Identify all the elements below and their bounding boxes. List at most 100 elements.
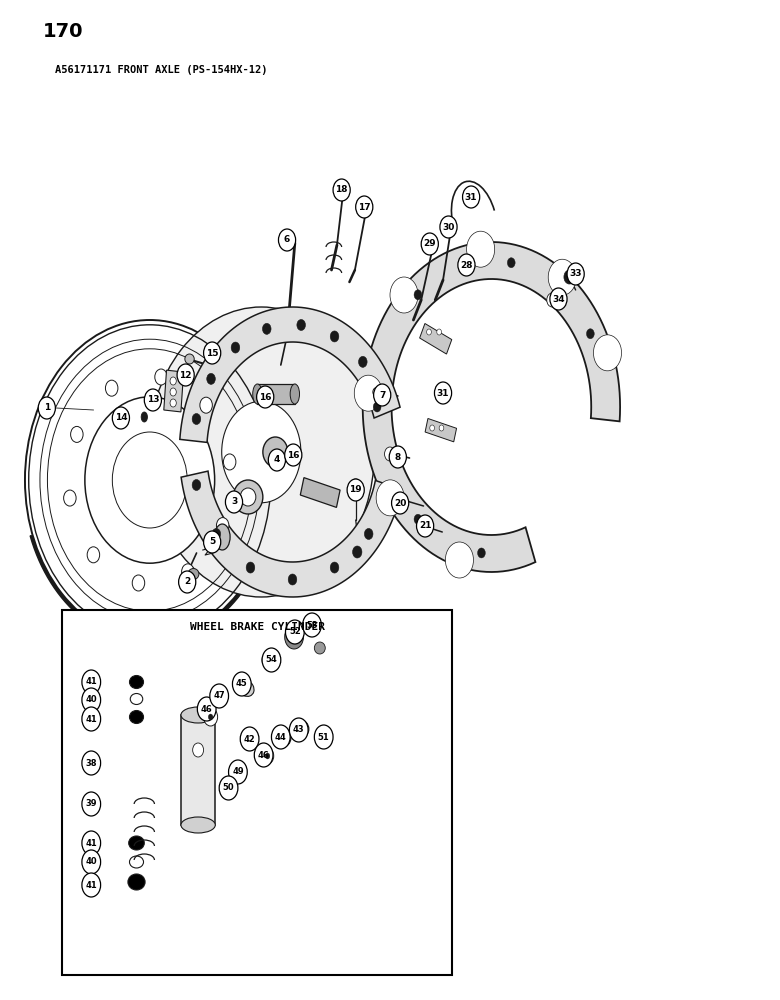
Circle shape [82, 831, 101, 855]
Circle shape [263, 323, 271, 334]
Text: 170: 170 [43, 22, 83, 41]
Circle shape [204, 708, 218, 726]
Text: 39: 39 [86, 800, 97, 808]
Circle shape [458, 254, 475, 276]
Ellipse shape [315, 731, 329, 745]
Circle shape [427, 329, 431, 335]
Circle shape [507, 258, 515, 268]
Circle shape [212, 528, 221, 539]
Circle shape [177, 364, 194, 386]
Text: 2: 2 [184, 578, 190, 586]
Circle shape [222, 401, 301, 503]
Text: 20: 20 [394, 498, 406, 508]
Bar [420, 323, 452, 354]
Polygon shape [363, 242, 620, 572]
Text: 31: 31 [465, 192, 477, 202]
Text: 40: 40 [86, 696, 97, 704]
Ellipse shape [263, 437, 288, 467]
Text: 45: 45 [236, 680, 248, 688]
Ellipse shape [373, 387, 381, 396]
Text: 41: 41 [85, 880, 98, 890]
Circle shape [222, 780, 235, 796]
Circle shape [289, 718, 308, 742]
Circle shape [112, 407, 129, 429]
Circle shape [285, 620, 304, 644]
Circle shape [303, 613, 321, 637]
Circle shape [82, 873, 101, 897]
Polygon shape [180, 307, 400, 442]
Text: 5: 5 [209, 538, 215, 546]
Text: 33: 33 [569, 269, 582, 278]
Ellipse shape [129, 710, 144, 724]
Circle shape [25, 320, 275, 640]
Text: 51: 51 [317, 732, 330, 742]
Text: 17: 17 [358, 202, 370, 212]
Text: 16: 16 [287, 450, 300, 460]
Circle shape [285, 444, 302, 466]
Circle shape [82, 688, 101, 712]
Circle shape [378, 393, 387, 404]
Text: 41: 41 [85, 838, 98, 848]
Circle shape [262, 648, 281, 672]
Circle shape [154, 369, 167, 385]
Circle shape [229, 760, 247, 784]
Circle shape [235, 765, 246, 779]
Bar [257, 384, 295, 404]
Circle shape [587, 329, 594, 339]
Bar [164, 370, 183, 412]
Text: 6: 6 [284, 235, 290, 244]
Text: 38: 38 [86, 758, 97, 768]
Ellipse shape [253, 384, 262, 404]
Ellipse shape [233, 480, 263, 514]
Circle shape [204, 531, 221, 553]
Text: 12: 12 [179, 370, 192, 379]
Circle shape [437, 329, 441, 335]
Text: 53: 53 [307, 620, 317, 630]
Circle shape [445, 542, 473, 578]
Circle shape [208, 714, 213, 720]
Circle shape [170, 388, 176, 396]
Ellipse shape [215, 524, 230, 550]
Ellipse shape [181, 707, 215, 723]
Text: 15: 15 [206, 349, 218, 358]
Circle shape [265, 753, 270, 759]
Circle shape [240, 727, 259, 751]
Circle shape [417, 515, 434, 537]
Text: 44: 44 [275, 732, 287, 742]
Ellipse shape [188, 568, 199, 580]
Circle shape [374, 384, 391, 406]
Circle shape [200, 397, 212, 413]
Circle shape [314, 725, 333, 749]
Circle shape [567, 263, 584, 285]
Ellipse shape [237, 680, 254, 696]
Text: 34: 34 [552, 294, 565, 304]
Text: 41: 41 [85, 714, 98, 724]
Circle shape [440, 216, 457, 238]
Text: 46: 46 [200, 704, 213, 714]
Text: 47: 47 [214, 692, 225, 700]
Circle shape [421, 233, 438, 255]
Circle shape [210, 684, 229, 708]
Text: 18: 18 [335, 186, 348, 194]
Circle shape [257, 386, 274, 408]
Circle shape [105, 380, 118, 396]
Circle shape [434, 382, 452, 404]
Circle shape [192, 479, 200, 490]
Circle shape [564, 270, 575, 284]
Text: A56171171 FRONT AXLE (PS-154HX-12): A56171171 FRONT AXLE (PS-154HX-12) [55, 65, 267, 75]
Circle shape [182, 564, 194, 580]
Text: 14: 14 [115, 414, 127, 422]
Circle shape [289, 574, 296, 585]
Circle shape [430, 425, 434, 431]
Text: 13: 13 [147, 395, 159, 404]
Circle shape [64, 490, 76, 506]
Circle shape [414, 514, 422, 524]
Ellipse shape [314, 642, 325, 654]
Circle shape [148, 307, 374, 597]
Circle shape [85, 397, 214, 563]
Circle shape [204, 342, 221, 364]
Circle shape [82, 792, 101, 816]
Polygon shape [30, 536, 269, 643]
Ellipse shape [290, 384, 300, 404]
Text: WHEEL BRAKE CYLINDER: WHEEL BRAKE CYLINDER [190, 622, 325, 632]
